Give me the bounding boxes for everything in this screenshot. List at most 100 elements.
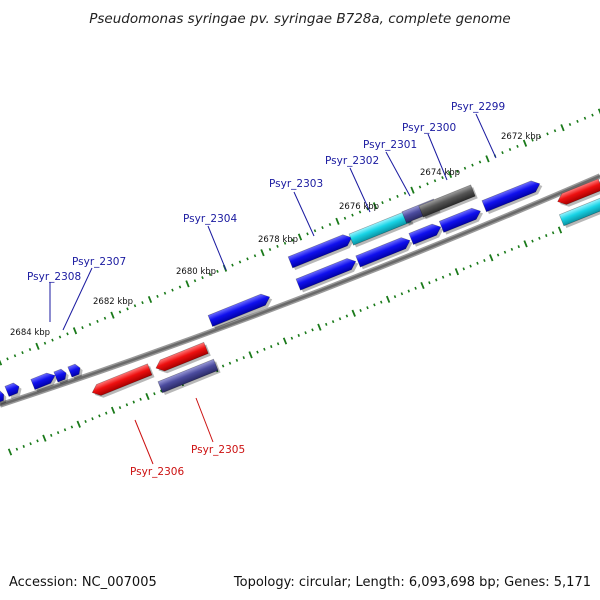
scale-inner-tick xyxy=(414,286,417,290)
scale-inner-tick xyxy=(256,350,259,354)
scale-outer-tick xyxy=(156,294,159,298)
scale-outer-tick xyxy=(238,260,242,264)
gene-label-psyr-2300[interactable]: Psyr_2300 xyxy=(402,122,456,134)
scale-outer-tick xyxy=(372,202,378,210)
gene-small-b[interactable] xyxy=(67,362,85,380)
scale-outer-tick xyxy=(253,254,257,258)
scale-outer-tick xyxy=(28,347,32,352)
scale-inner-tick xyxy=(557,226,563,234)
gene-label-psyr-2307[interactable]: Psyr_2307 xyxy=(72,256,126,268)
scale-outer-tick xyxy=(51,338,54,342)
gene-label-psyr-2303[interactable]: Psyr_2303 xyxy=(269,178,323,190)
scale-outer-tick xyxy=(313,229,317,233)
scale-inner-tick xyxy=(228,361,232,365)
gene-psyr-2300[interactable] xyxy=(418,184,478,220)
scale-inner-tick xyxy=(276,342,280,346)
gene-inner-blue-3[interactable] xyxy=(408,221,446,247)
scale-outer-tick xyxy=(560,124,565,132)
scale-inner-tick xyxy=(454,268,460,276)
scale-outer-tick xyxy=(463,166,467,170)
scale-outer-tick xyxy=(246,257,249,261)
scale-inner-tick xyxy=(145,392,150,401)
scale-inner-tick xyxy=(400,292,404,296)
scale-outer-tick xyxy=(426,182,429,186)
scale-inner-tick xyxy=(531,239,534,243)
gene-psyr-2303[interactable] xyxy=(287,232,356,271)
gene-psyr-2304[interactable] xyxy=(207,291,274,329)
scale-inner-tick xyxy=(50,433,53,437)
leader-line-psyr-2301 xyxy=(385,151,411,197)
scale-outer-tick xyxy=(58,335,62,339)
scale-outer-tick xyxy=(201,276,204,280)
scale-inner-tick xyxy=(551,231,555,235)
gene-psyr-2299[interactable] xyxy=(481,178,545,215)
gene-label-psyr-2308[interactable]: Psyr_2308 xyxy=(27,271,81,283)
gene-small-a[interactable] xyxy=(53,367,71,385)
scale-outer-tick xyxy=(366,207,369,211)
gene-edge-left[interactable] xyxy=(0,389,8,406)
scale-outer-tick xyxy=(381,201,384,205)
scale-outer-tick xyxy=(118,310,122,314)
scale-outer-tick xyxy=(591,113,594,117)
gene-right-red[interactable] xyxy=(555,178,600,210)
gene-psyr-2305-red[interactable] xyxy=(154,341,211,377)
scale-outer-tick xyxy=(110,311,115,319)
gene-label-psyr-2305[interactable]: Psyr_2305 xyxy=(191,444,245,456)
scale-outer-tick xyxy=(96,319,99,323)
gene-right-cyan[interactable] xyxy=(558,197,600,229)
scale-inner-tick xyxy=(538,236,541,240)
scale-outer-tick xyxy=(328,222,332,227)
gene-label-psyr-2299[interactable]: Psyr_2299 xyxy=(451,101,505,113)
scale-inner-tick xyxy=(235,358,239,362)
scale-inner-tick xyxy=(98,414,101,418)
gene-psyr-2308[interactable] xyxy=(4,381,24,399)
scale-outer-tick xyxy=(178,285,182,289)
scale-outer-tick xyxy=(6,357,9,361)
scale-inner-tick xyxy=(359,308,362,313)
scale-inner-tick xyxy=(282,337,288,345)
leader-line-psyr-2307 xyxy=(62,267,93,331)
scale-inner-tick xyxy=(42,434,47,442)
scale-outer-tick xyxy=(126,307,129,311)
scale-inner-tick xyxy=(483,258,486,263)
scale-inner-tick xyxy=(7,448,13,456)
scale-outer-tick xyxy=(388,197,392,202)
scale-outer-tick xyxy=(447,170,453,179)
scale-inner-tick xyxy=(325,322,328,326)
scale-outer-tick xyxy=(193,279,197,283)
gene-psyr-2307[interactable] xyxy=(30,370,60,393)
scale-inner-tick xyxy=(153,392,156,396)
scale-outer-tick xyxy=(268,247,272,252)
scale-outer-tick xyxy=(522,139,528,147)
scale-inner-tick xyxy=(311,328,314,332)
scale-outer-tick xyxy=(208,272,212,277)
scale-outer-tick xyxy=(597,108,600,115)
gene-label-psyr-2301[interactable]: Psyr_2301 xyxy=(363,139,417,151)
scale-outer-tick xyxy=(418,185,422,189)
gene-psyr-2306[interactable] xyxy=(90,363,155,401)
gene-psyr-2305[interactable] xyxy=(157,358,221,396)
scale-inner-tick xyxy=(290,336,294,340)
scale-inner-tick xyxy=(70,425,74,429)
gene-label-psyr-2304[interactable]: Psyr_2304 xyxy=(183,213,237,225)
scale-outer-tick xyxy=(66,332,69,336)
gene-label-psyr-2306[interactable]: Psyr_2306 xyxy=(130,466,184,478)
scale-label-2672: 2672 kbp xyxy=(501,132,541,142)
gene-psyr-2302[interactable] xyxy=(348,210,414,248)
scale-inner-tick xyxy=(63,428,67,432)
scale-label-2674: 2674 kbp xyxy=(420,168,460,178)
scale-inner-tick xyxy=(76,420,81,428)
scale-outer-tick xyxy=(81,326,84,330)
gene-label-psyr-2302[interactable]: Psyr_2302 xyxy=(325,155,379,167)
leader-line-psyr-2299 xyxy=(475,113,497,159)
scale-inner-tick xyxy=(517,245,520,249)
scale-inner-tick xyxy=(110,406,116,414)
scale-outer-tick xyxy=(13,354,17,358)
scale-outer-tick xyxy=(516,144,519,148)
gene-inner-blue-2[interactable] xyxy=(355,234,415,270)
scale-inner-tick xyxy=(105,411,108,415)
gene-inner-blue-4[interactable] xyxy=(438,205,485,235)
scale-outer-tick xyxy=(538,135,542,139)
scale-outer-tick xyxy=(147,295,153,304)
gene-inner-blue-1[interactable] xyxy=(295,255,360,293)
